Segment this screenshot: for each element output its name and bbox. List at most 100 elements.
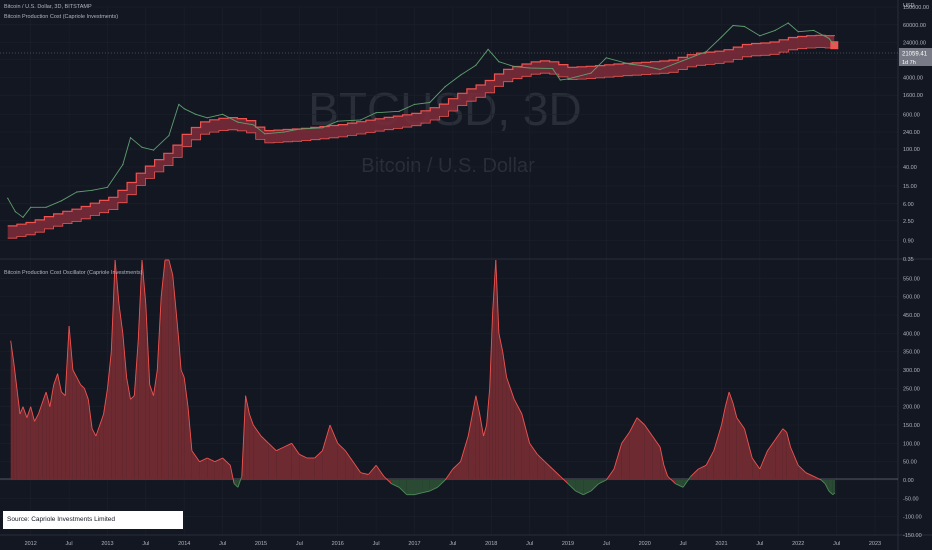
oscillator-negative-fill	[828, 480, 833, 495]
x-tick: 2014	[178, 541, 190, 547]
oscillator-line-segment	[130, 395, 135, 400]
price-y-axis[interactable]: 150000.0060000.0024000.0010000.004000.00…	[903, 5, 929, 263]
x-tick: Jul	[526, 541, 533, 547]
oscillator-positive-fill	[126, 377, 131, 480]
oscillator-positive-fill	[38, 403, 43, 480]
oscillator-y-tick: 500.00	[903, 295, 920, 301]
x-tick: 2022	[792, 541, 804, 547]
oscillator-line-segment	[153, 369, 158, 396]
price-point	[828, 37, 830, 39]
price-point	[475, 64, 477, 66]
oscillator-positive-fill	[460, 436, 469, 480]
oscillator-line-segment	[605, 468, 615, 481]
oscillator-positive-fill	[65, 326, 70, 480]
oscillator-positive-fill	[483, 425, 487, 480]
oscillator-positive-fill	[337, 443, 346, 480]
price-point	[141, 146, 143, 148]
oscillator-line-segment	[398, 486, 408, 496]
oscillator-positive-fill	[644, 425, 653, 480]
oscillator-positive-fill	[165, 260, 169, 480]
oscillator-positive-fill	[759, 450, 768, 480]
oscillator-line-segment	[16, 388, 21, 415]
oscillator-line-segment	[229, 465, 235, 484]
oscillator-positive-fill	[188, 406, 192, 480]
oscillator-line-segment	[489, 311, 494, 389]
oscillator-positive-fill	[142, 260, 146, 480]
oscillator-grid	[0, 278, 898, 536]
time-x-axis[interactable]: 2012 Jul 2013 Jul 2014 Jul 2015 Jul 2016 Jul 2017 J…	[25, 541, 882, 547]
oscillator-positive-fill	[88, 399, 93, 480]
price-point	[459, 74, 462, 76]
oscillator-line-segment	[536, 453, 546, 463]
oscillator-line-segment	[137, 259, 143, 341]
price-point	[732, 24, 734, 27]
price-point	[122, 164, 124, 166]
oscillator-y-tick: 550.00	[903, 276, 920, 282]
oscillator-negative-fill	[399, 480, 407, 495]
oscillator-line-segment	[337, 442, 346, 452]
oscillator-line-segment	[172, 274, 177, 316]
oscillator-positive-fill	[119, 304, 123, 480]
production-cost-lower	[7, 47, 835, 239]
price-point	[264, 133, 266, 135]
oscillator-line-segment	[122, 333, 128, 378]
price-point	[298, 128, 300, 130]
oscillator-positive-fill	[80, 384, 85, 480]
symbol-title[interactable]: Bitcoin / U.S. Dollar, 3D, BITSTAMP	[4, 4, 92, 10]
oscillator-line-segment	[291, 443, 300, 455]
oscillator-line-segment	[414, 492, 423, 496]
oscillator-line-segment	[187, 406, 193, 451]
oscillator-line-segment	[233, 483, 239, 488]
oscillator-y-tick: -100.00	[903, 515, 922, 521]
oscillator-positive-fill	[514, 399, 522, 480]
price-point	[429, 101, 431, 104]
oscillator-positive-fill	[284, 443, 292, 480]
x-tick: Jul	[66, 541, 73, 547]
oscillator-line-segment	[452, 461, 461, 470]
oscillator-negative-fill	[414, 480, 423, 495]
price-point	[206, 117, 208, 119]
oscillator-line-segment	[245, 395, 250, 415]
oscillator-positive-fill	[261, 436, 269, 480]
oscillator-line-segment	[813, 475, 822, 481]
oscillator-positive-fill	[138, 260, 142, 480]
oscillator-line-segment	[91, 428, 97, 437]
oscillator-negative-fill	[568, 480, 576, 491]
oscillator-line-segment	[345, 450, 354, 462]
oscillator-line-segment	[141, 259, 147, 305]
price-line	[7, 22, 835, 218]
oscillator-y-tick: 150.00	[903, 423, 920, 429]
indicator-title[interactable]: Bitcoin Production Cost (Capriole Invest…	[4, 14, 119, 20]
oscillator-positive-fill	[99, 414, 104, 480]
x-tick: 2018	[485, 541, 497, 547]
oscillator-y-axis[interactable]: 550.00 500.00 450.00 400.00 350.00 300.00 250.…	[903, 276, 922, 539]
price-point	[487, 48, 489, 50]
price-point	[774, 29, 776, 31]
oscillator-positive-fill	[690, 469, 699, 480]
oscillator-line-segment	[64, 325, 70, 396]
price-point	[252, 124, 254, 126]
oscillator-line-segment	[199, 457, 208, 463]
oscillator-title[interactable]: Bitcoin Production Cost Oscillator (Capr…	[4, 270, 143, 276]
oscillator-positive-fill	[30, 406, 35, 480]
oscillator-negative-fill	[591, 480, 599, 491]
oscillator-line-segment	[698, 464, 707, 470]
oscillator-line-segment	[506, 377, 511, 389]
oscillator-line-segment	[663, 465, 669, 477]
oscillator-positive-fill	[529, 443, 538, 480]
oscillator-positive-fill	[42, 392, 47, 480]
oscillator-positive-fill	[376, 465, 384, 480]
price-point	[30, 206, 32, 208]
oscillator-line-segment	[805, 472, 814, 477]
oscillator-positive-fill	[721, 406, 726, 480]
oscillator-negative-fill	[422, 480, 430, 493]
oscillator-line-segment	[368, 465, 377, 475]
oscillator-line-segment	[828, 490, 834, 496]
x-tick: 2023	[869, 541, 881, 547]
price-point	[659, 68, 661, 71]
oscillator-line-segment	[759, 450, 768, 470]
oscillator-line-segment	[118, 303, 124, 334]
price-point	[444, 86, 446, 88]
x-tick: Jul	[603, 541, 610, 547]
